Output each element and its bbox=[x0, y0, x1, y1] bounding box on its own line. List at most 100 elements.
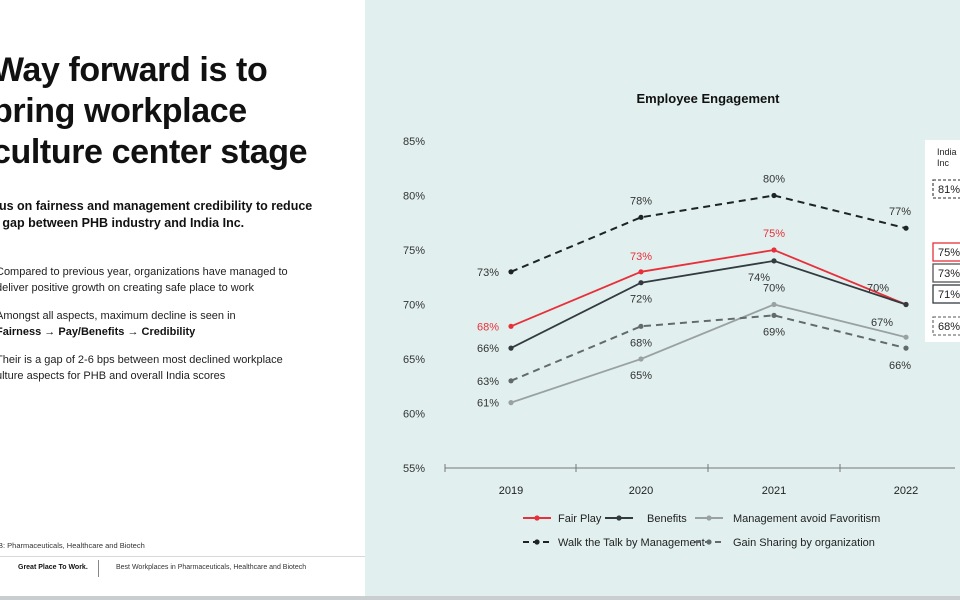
data-label: 73% bbox=[630, 251, 652, 263]
data-label: 72% bbox=[630, 294, 652, 306]
india-inc-header: India bbox=[937, 147, 957, 157]
footer-separator bbox=[98, 560, 99, 577]
legend-label: Gain Sharing by organization bbox=[733, 537, 875, 549]
bullet-point: Their is a gap of 2-6 bps between most d… bbox=[0, 352, 341, 384]
data-point bbox=[638, 323, 644, 329]
data-label: 61% bbox=[477, 398, 499, 410]
bullet-line: Amongst all aspects, maximum decline is … bbox=[0, 310, 236, 322]
line-chart: Employee Engagement 55% 60% 65% 70% 75% 80% 85… bbox=[403, 91, 960, 549]
data-point bbox=[508, 345, 514, 351]
bullet-line: ulture aspects for PHB and overall India… bbox=[0, 370, 226, 382]
x-tick-label: 2019 bbox=[499, 485, 523, 497]
data-point bbox=[771, 301, 777, 308]
data-point bbox=[638, 356, 644, 362]
india-inc-value: 75% bbox=[938, 247, 960, 259]
x-tick-label: 2022 bbox=[894, 485, 918, 497]
india-inc-value: 68% bbox=[938, 321, 960, 333]
data-label: 80% bbox=[763, 174, 785, 186]
india-inc-value-box bbox=[932, 284, 960, 304]
data-point bbox=[771, 247, 777, 253]
y-tick-label: 85% bbox=[403, 136, 425, 148]
data-label: 70% bbox=[867, 283, 889, 295]
data-point bbox=[508, 378, 514, 384]
subheading: cus on fairness and management credibili… bbox=[0, 198, 332, 232]
data-label: 75% bbox=[763, 228, 785, 240]
data-label: 70% bbox=[763, 283, 785, 295]
india-inc-header: Inc bbox=[937, 158, 950, 168]
data-point bbox=[771, 192, 777, 199]
data-label: 68% bbox=[477, 321, 499, 333]
y-tick-label: 75% bbox=[403, 245, 425, 257]
series-line bbox=[510, 194, 907, 273]
india-inc-value-box bbox=[932, 263, 960, 283]
data-point bbox=[508, 400, 514, 406]
title-line: bring workplace bbox=[0, 92, 247, 130]
data-label: 68% bbox=[630, 337, 652, 349]
data-point bbox=[903, 225, 909, 231]
y-tick-label: 80% bbox=[403, 191, 425, 203]
footer-divider bbox=[0, 556, 365, 557]
chart-panel: Employee Engagement 55% 60% 65% 70% 75% 80% 85… bbox=[365, 0, 960, 600]
data-label: 77% bbox=[889, 206, 911, 218]
title-line: Way forward is to bbox=[0, 51, 268, 89]
data-point bbox=[771, 258, 777, 264]
data-label: 78% bbox=[630, 195, 652, 207]
title-line: culture center stage bbox=[0, 133, 308, 171]
legend-marker bbox=[706, 515, 712, 521]
india-inc-value: 81% bbox=[938, 184, 960, 196]
data-label: 69% bbox=[763, 326, 785, 338]
data-point bbox=[508, 269, 514, 275]
legend-label: Management avoid Favoritism bbox=[733, 513, 880, 525]
subheading-line: e gap between PHB industry and India Inc… bbox=[0, 216, 245, 230]
data-point bbox=[638, 214, 644, 220]
data-point bbox=[638, 269, 644, 275]
bullet-bold-line: Fairness → Pay/Benefits → Credibility bbox=[0, 326, 196, 338]
bottom-divider bbox=[0, 596, 960, 600]
series-line bbox=[510, 314, 907, 382]
data-point bbox=[903, 345, 909, 351]
brand-logo-text: Great Place To Work. bbox=[18, 564, 88, 571]
legend-marker bbox=[706, 539, 712, 545]
text-panel: Way forward is to bring workplace cultur… bbox=[0, 0, 365, 600]
data-label: 67% bbox=[871, 317, 893, 329]
bullet-line: Compared to previous year, organizations… bbox=[0, 266, 288, 278]
data-label: 63% bbox=[477, 376, 499, 388]
footnote: B: Pharmaceuticals, Healthcare and Biote… bbox=[0, 541, 145, 550]
y-tick-label: 60% bbox=[403, 409, 425, 421]
y-tick-label: 70% bbox=[403, 300, 425, 312]
bullet-point: Compared to previous year, organizations… bbox=[0, 264, 341, 296]
data-point bbox=[903, 301, 909, 308]
legend-marker bbox=[534, 515, 540, 521]
bullet-line: deliver positive growth on creating safe… bbox=[0, 282, 255, 294]
legend-label: Fair Play bbox=[558, 513, 602, 525]
india-inc-panel bbox=[925, 140, 960, 342]
bullet-point: Amongst all aspects, maximum decline is … bbox=[0, 308, 341, 340]
series-line bbox=[510, 249, 907, 328]
data-label: 66% bbox=[477, 343, 499, 355]
x-tick-label: 2021 bbox=[762, 485, 786, 497]
data-label: 65% bbox=[630, 370, 652, 382]
data-label: 66% bbox=[889, 360, 911, 372]
bullet-line: Their is a gap of 2-6 bps between most d… bbox=[0, 354, 283, 366]
data-label: 74% bbox=[748, 272, 770, 284]
series-line bbox=[510, 303, 907, 404]
subheading-line: cus on fairness and management credibili… bbox=[0, 199, 313, 213]
india-inc-value: 71% bbox=[938, 289, 960, 301]
data-point bbox=[508, 323, 514, 329]
data-point bbox=[771, 312, 777, 318]
chart-title: Employee Engagement bbox=[636, 91, 780, 106]
x-tick-label: 2020 bbox=[629, 485, 653, 497]
india-inc-value: 73% bbox=[938, 268, 960, 280]
y-tick-label: 55% bbox=[403, 463, 425, 475]
legend-marker bbox=[534, 539, 540, 545]
data-label: 73% bbox=[477, 267, 499, 279]
data-point bbox=[903, 334, 909, 340]
data-point bbox=[638, 280, 644, 286]
india-inc-value-box bbox=[932, 179, 960, 199]
legend-marker bbox=[616, 515, 622, 521]
legend-label: Walk the Talk by Management bbox=[558, 537, 705, 549]
y-tick-label: 65% bbox=[403, 354, 425, 366]
legend-label: Benefits bbox=[647, 513, 687, 525]
page-title: Way forward is to bring workplace cultur… bbox=[0, 50, 365, 173]
india-inc-value-box bbox=[932, 242, 960, 262]
